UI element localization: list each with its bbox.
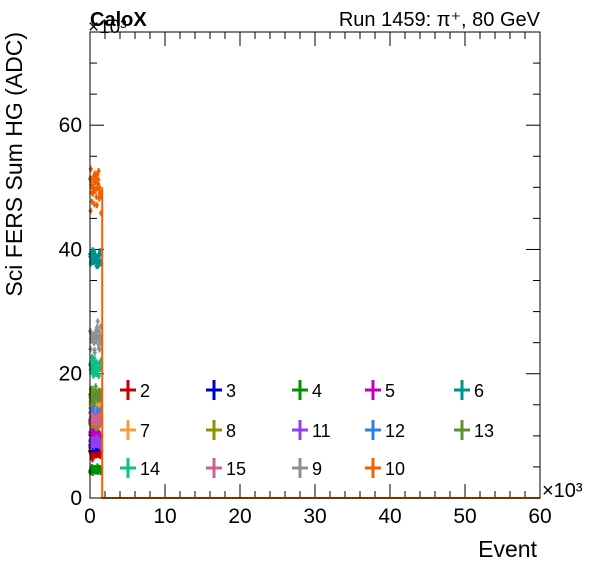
data-point (92, 355, 97, 362)
legend-marker (120, 458, 136, 478)
legend-label: 7 (140, 421, 150, 441)
legend-label: 14 (140, 459, 160, 479)
legend-item-13: 13 (454, 420, 494, 441)
legend-label: 3 (226, 381, 236, 401)
legend-item-15: 15 (206, 458, 246, 479)
y-tick-label: 60 (59, 114, 82, 137)
y-axis-multiplier: ×10³ (88, 17, 127, 38)
legend-label: 4 (312, 381, 322, 401)
legend-marker (365, 380, 381, 400)
data-point (90, 386, 95, 393)
y-axis-label: Sci FERS Sum HG (ADC) (1, 32, 27, 297)
x-tick-labels: 0 10 20 30 40 50 60 (84, 505, 552, 528)
plot-frame (89, 31, 541, 499)
legend-item-12: 12 (365, 420, 405, 441)
series-15 (88, 410, 104, 428)
data-point (93, 187, 98, 194)
legend-item-2: 2 (120, 380, 150, 401)
legend-label: 13 (474, 421, 494, 441)
data-point (95, 318, 100, 325)
y-tick-label: 0 (70, 487, 82, 510)
legend-item-3: 3 (206, 380, 236, 401)
x-tick-label: 20 (228, 505, 251, 528)
legend: 2 3 4 5 6 7 8 11 12 13 14 15 9 10 (120, 380, 494, 479)
legend-label: 5 (385, 381, 395, 401)
legend-label: 6 (474, 381, 484, 401)
legend-marker (206, 420, 222, 440)
series-end-line (101, 187, 540, 499)
legend-label: 2 (140, 381, 150, 401)
data-point (97, 184, 102, 191)
x-tick-label: 30 (303, 505, 326, 528)
legend-item-10: 10 (365, 458, 405, 479)
legend-label: 8 (226, 421, 236, 441)
legend-item-5: 5 (365, 380, 395, 401)
data-point (95, 171, 100, 178)
x-axis-multiplier: ×10³ (542, 480, 583, 502)
data-point (97, 346, 102, 353)
legend-label: 15 (226, 459, 246, 479)
legend-marker (292, 420, 308, 440)
legend-marker (365, 420, 381, 440)
x-tick-label: 0 (84, 505, 96, 528)
legend-marker (120, 380, 136, 400)
legend-marker (292, 380, 308, 400)
legend-label: 10 (385, 459, 405, 479)
legend-item-9: 9 (292, 458, 322, 479)
legend-item-4: 4 (292, 380, 322, 401)
data-points (88, 166, 540, 499)
legend-label: 12 (385, 421, 405, 441)
series-4 (88, 463, 104, 476)
legend-marker (365, 458, 381, 478)
x-axis-label: Event (478, 536, 537, 562)
y-tick-label: 20 (59, 363, 82, 386)
x-tick-label: 60 (528, 505, 551, 528)
legend-item-8: 8 (206, 420, 236, 441)
legend-marker (206, 380, 222, 400)
data-point (93, 383, 98, 390)
data-point (88, 166, 93, 173)
legend-marker (120, 420, 136, 440)
data-point (90, 189, 95, 196)
legend-item-14: 14 (120, 458, 160, 479)
legend-item-7: 7 (120, 420, 150, 441)
legend-item-6: 6 (454, 380, 484, 401)
data-point (96, 176, 101, 183)
experiment-label: CaloX (90, 9, 147, 31)
x-tick-label: 50 (453, 505, 476, 528)
x-tick-label: 40 (378, 505, 401, 528)
legend-marker (454, 380, 470, 400)
data-point (96, 373, 101, 380)
data-point (88, 207, 93, 214)
data-point (92, 349, 97, 356)
data-point (94, 202, 99, 209)
data-point (90, 198, 95, 205)
legend-item-11: 11 (292, 420, 331, 441)
legend-marker (292, 458, 308, 478)
legend-marker (454, 420, 470, 440)
data-point (94, 193, 99, 200)
legend-label: 11 (312, 421, 331, 441)
y-tick-labels: 0 20 40 60 (59, 114, 82, 510)
chart-title: Run 1459: π⁺, 80 GeV (339, 9, 541, 31)
series-6 (88, 247, 104, 270)
x-tick-label: 10 (153, 505, 176, 528)
data-point (92, 399, 97, 406)
data-point (90, 456, 95, 463)
y-tick-label: 40 (59, 238, 82, 261)
data-point (96, 168, 101, 175)
legend-marker (206, 458, 222, 478)
legend-label: 9 (312, 459, 322, 479)
